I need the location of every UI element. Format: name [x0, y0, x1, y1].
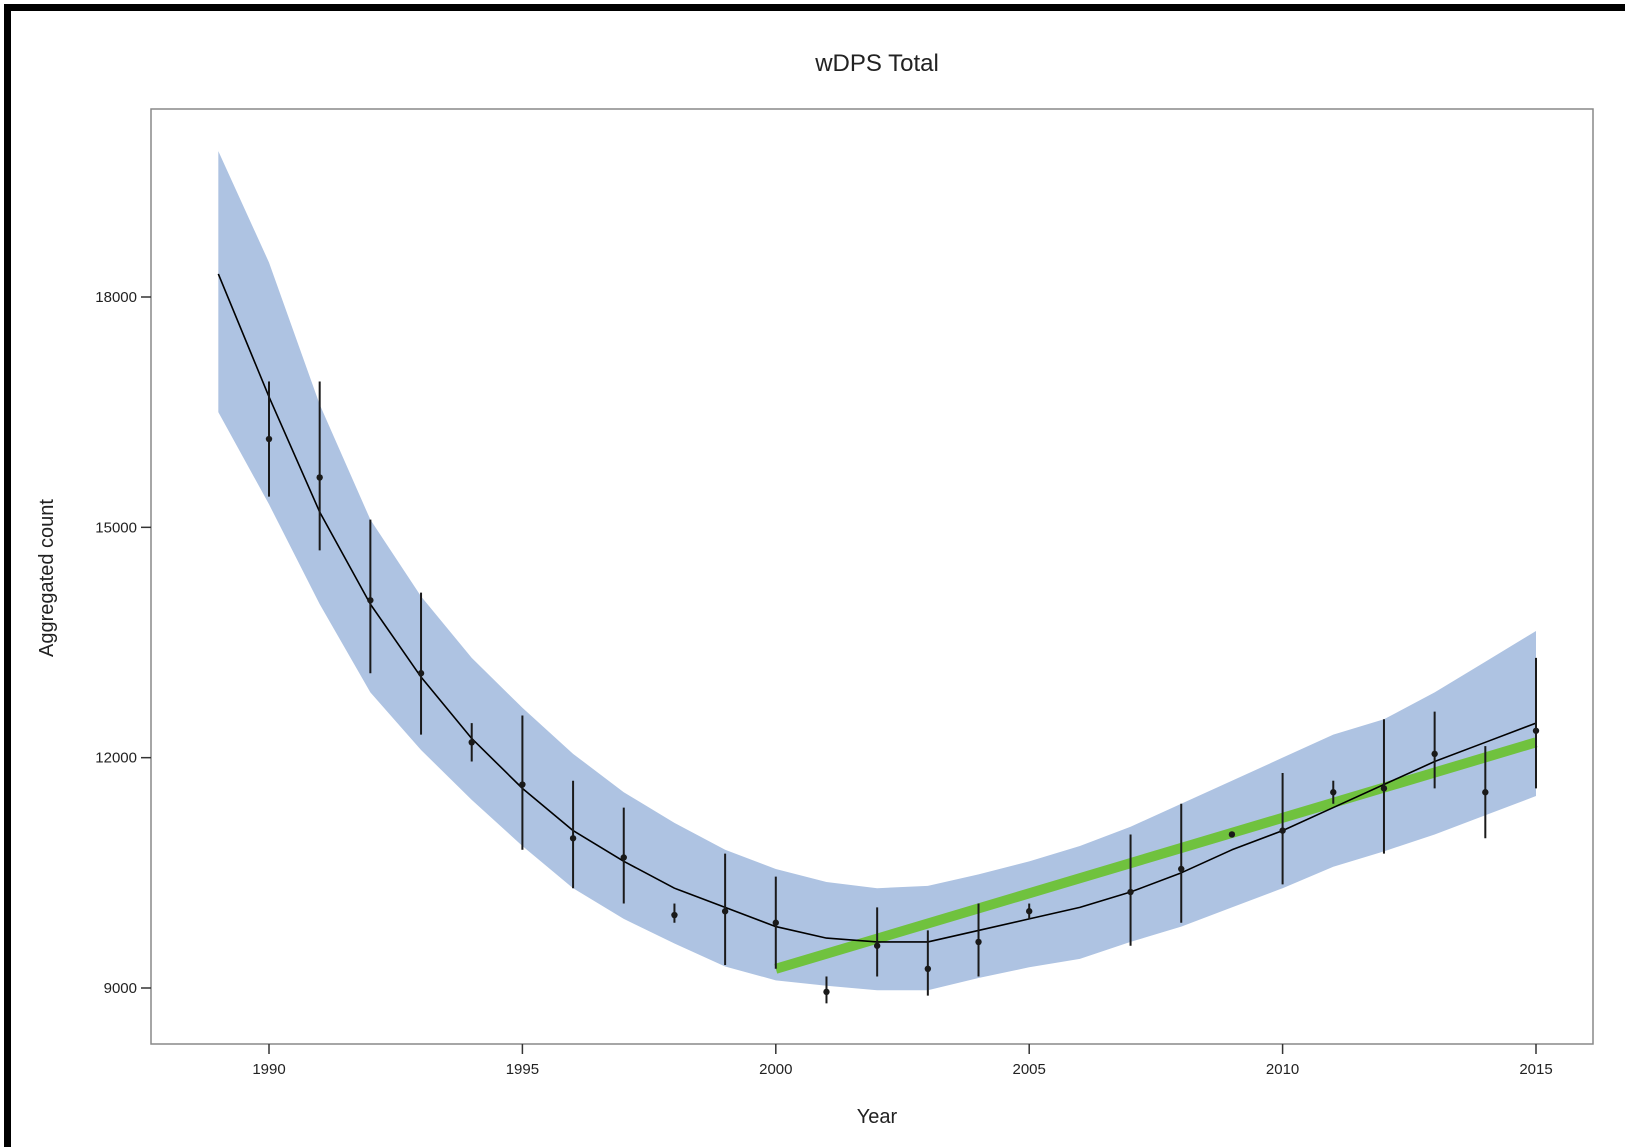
data-point-1996 — [569, 835, 577, 842]
data-point-2014 — [1482, 789, 1489, 796]
data-point-2013 — [1431, 750, 1438, 758]
data-point-2001 — [823, 988, 830, 996]
x-tick-label-1990: 1990 — [252, 1061, 285, 1078]
data-point-1991 — [316, 474, 323, 481]
data-point-2004 — [975, 938, 982, 946]
data-point-2011 — [1330, 789, 1337, 796]
plot-frame — [150, 108, 1594, 1045]
data-point-1998 — [671, 911, 678, 919]
data-point-2003 — [924, 965, 932, 973]
y-tick-label-18000: 18000 — [95, 289, 137, 306]
data-point-1993 — [417, 670, 425, 677]
data-point-2005 — [1026, 908, 1033, 915]
y-tick-label-9000: 9000 — [104, 980, 137, 997]
data-point-2015 — [1532, 727, 1540, 734]
data-point-1990 — [265, 435, 273, 443]
data-point-2007 — [1127, 888, 1134, 896]
data-point-1994 — [468, 739, 475, 746]
y-tick-label-12000: 12000 — [95, 750, 137, 767]
data-point-2010 — [1279, 827, 1286, 834]
x-tick-label-2015: 2015 — [1519, 1061, 1552, 1078]
y-axis-label: Aggregated count — [36, 499, 58, 657]
data-point-1997 — [620, 854, 627, 861]
x-tick-label-1995: 1995 — [506, 1061, 539, 1078]
chart-title: wDPS Total — [814, 50, 939, 77]
confidence-band — [218, 151, 1536, 991]
data-point-1992 — [367, 597, 374, 604]
x-axis-label: Year — [857, 1106, 898, 1128]
data-point-2000 — [772, 919, 779, 926]
data-point-1999 — [721, 908, 729, 915]
data-point-2008 — [1178, 865, 1185, 873]
plot-area: 1990 1995 2000 2005 2010 2015 9000 12000 15000 18… — [95, 108, 1594, 1078]
trend-line — [774, 737, 1538, 974]
y-tick-label-15000: 15000 — [95, 519, 137, 536]
data-point-1995 — [519, 781, 526, 788]
data-point-2002 — [873, 942, 881, 949]
x-tick-label-2000: 2000 — [759, 1061, 792, 1078]
data-point-2009 — [1228, 831, 1236, 838]
x-tick-label-2005: 2005 — [1013, 1061, 1046, 1078]
x-tick-label-2010: 2010 — [1266, 1061, 1299, 1078]
data-point-2012 — [1380, 785, 1388, 792]
